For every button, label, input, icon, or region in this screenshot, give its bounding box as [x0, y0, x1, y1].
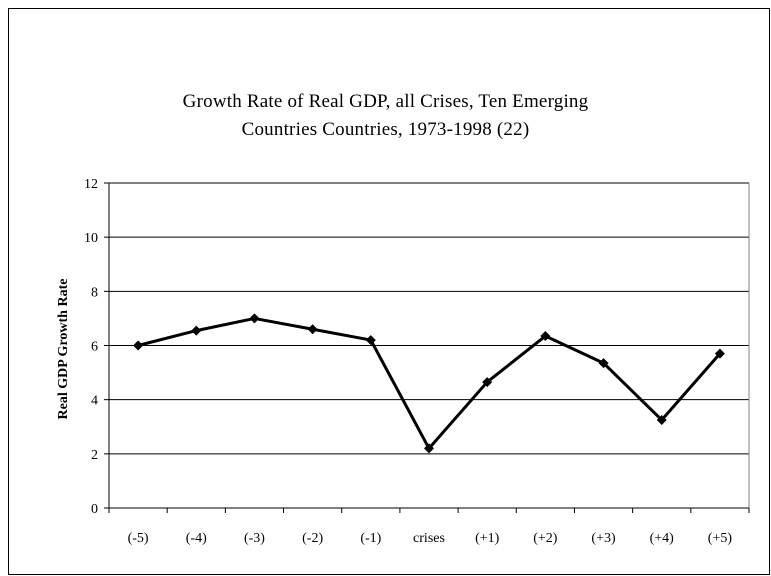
x-tick-label: (-3) [244, 531, 265, 546]
series-growth-rate [133, 313, 725, 454]
y-tick-label: 4 [91, 394, 98, 409]
x-tick-labels: (-5) (-4) (-3) (-2) (-1) crises (+1) (+2) (+3) (+… [128, 531, 733, 546]
data-point [307, 324, 318, 335]
chart-title-line-2: Countries Countries, 1973-1998 (22) [241, 119, 530, 140]
x-tick-label: (+5) [708, 531, 733, 546]
data-point [540, 331, 551, 342]
data-point [656, 414, 667, 425]
data-point [365, 335, 376, 346]
y-tick-label: 10 [84, 231, 98, 246]
y-axis-label: Real GDP Growth Rate [56, 279, 71, 420]
data-point [249, 313, 260, 324]
chart-title-line-1: Growth Rate of Real GDP, all Crises, Ten… [182, 91, 589, 112]
x-tick-label: (-2) [302, 531, 323, 546]
x-tick-label: (-1) [360, 531, 381, 546]
x-tick-label: (-5) [128, 531, 149, 546]
data-point [191, 325, 202, 336]
data-point [133, 340, 144, 351]
y-tick-label: 8 [91, 285, 98, 300]
x-tick-label: (+2) [533, 531, 558, 546]
x-tick-label: (+3) [591, 531, 616, 546]
axes [104, 182, 750, 513]
y-tick-label: 12 [84, 177, 98, 192]
x-tick-label: crises [413, 531, 445, 546]
series-line [137, 316, 722, 450]
data-point [714, 348, 725, 359]
y-tick-label: 0 [91, 502, 98, 517]
y-tick-label: 2 [91, 448, 98, 463]
y-tick-label: 6 [91, 340, 98, 355]
y-tick-labels: 0 2 4 6 8 10 12 [84, 177, 98, 517]
chart-title: Growth Rate of Real GDP, all Crises, Ten… [0, 88, 771, 144]
data-point [598, 358, 609, 369]
data-point [482, 377, 493, 388]
x-tick-label: (+4) [650, 531, 675, 546]
data-point [424, 443, 434, 454]
gridlines [109, 182, 749, 455]
x-tick-label: (-4) [186, 531, 207, 546]
x-tick-label: (+1) [475, 531, 500, 546]
